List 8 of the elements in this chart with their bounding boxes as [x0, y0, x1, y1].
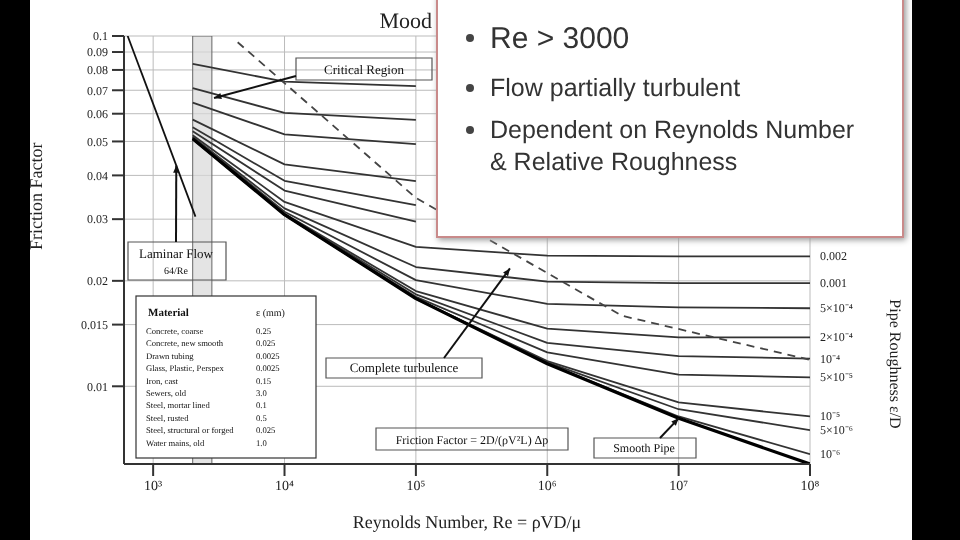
annotation: Flow partially turbulent — [490, 72, 741, 104]
chart-title: Mood — [379, 10, 433, 34]
y2-axis-title: Pipe Roughness ε/D — [886, 299, 904, 430]
annotation: Re > 3000 — [490, 22, 630, 56]
annotation: Dependent on Reynolds Number & Relative Roughness — [490, 114, 857, 178]
x-axis-title: Reynolds Number, Re = ρVD/μ — [352, 512, 582, 532]
slide-text-box: Re > 3000 Flow partially turbulent Dependent on Reynolds Number & Relative Roughness — [436, 0, 904, 238]
y-axis-title: Friction Factor — [26, 142, 47, 250]
